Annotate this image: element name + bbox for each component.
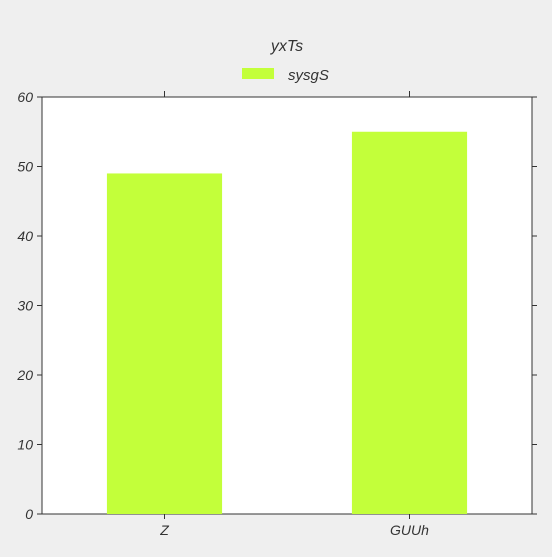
y-tick-label: 40 xyxy=(17,228,33,244)
legend-label: sysgS xyxy=(288,67,329,84)
bar xyxy=(106,173,223,514)
y-tick-label: 20 xyxy=(16,367,33,383)
y-tick-label: 50 xyxy=(17,159,33,175)
x-tick-label: GUUh xyxy=(390,522,429,538)
y-tick-label: 10 xyxy=(17,437,33,453)
bar xyxy=(351,131,468,514)
y-tick-label: 0 xyxy=(25,506,33,522)
y-tick-label: 60 xyxy=(17,89,33,105)
y-tick-label: 30 xyxy=(17,298,33,314)
legend: sysgS xyxy=(242,67,329,84)
x-tick-label: Z xyxy=(159,522,169,538)
bars xyxy=(106,131,468,514)
legend-swatch xyxy=(242,68,274,79)
chart-title: yxTs xyxy=(270,38,303,55)
y-axis: 0 10 20 30 40 50 60 xyxy=(16,89,537,522)
x-axis: Z GUUh xyxy=(159,91,429,538)
